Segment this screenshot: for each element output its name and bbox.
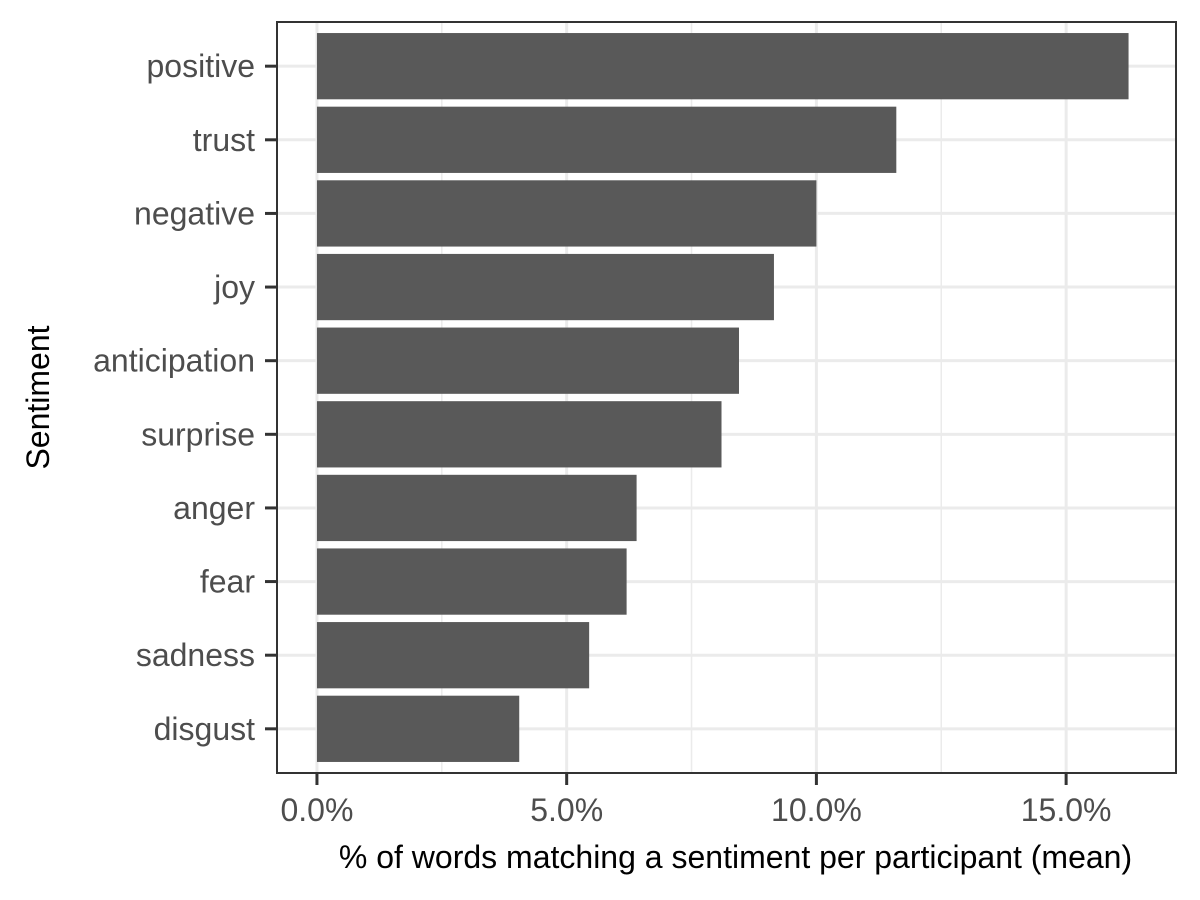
y-tick-label: anger xyxy=(173,490,255,526)
bar-fear xyxy=(316,548,627,615)
x-tick-label: 15.0% xyxy=(1021,792,1112,828)
panel-border xyxy=(276,21,1177,774)
y-axis-title: Sentiment xyxy=(20,325,56,469)
y-tick-label: fear xyxy=(200,564,255,600)
bar-anger xyxy=(316,474,637,542)
x-tick-label: 10.0% xyxy=(771,792,862,828)
x-tick-label: 5.0% xyxy=(530,792,603,828)
x-tick-label: 0.0% xyxy=(280,792,353,828)
x-axis-ticks: 0.0% 5.0% 10.0% 15.0% xyxy=(280,773,1111,828)
y-tick-label: joy xyxy=(213,269,255,305)
x-axis-title: % of words matching a sentiment per part… xyxy=(339,839,1132,875)
bar-anticipation xyxy=(316,327,739,394)
y-tick-label: trust xyxy=(193,122,255,158)
bar-surprise xyxy=(316,401,722,468)
bar-negative xyxy=(316,180,817,247)
bar-joy xyxy=(316,253,774,321)
y-tick-label: negative xyxy=(134,195,255,231)
y-tick-label: disgust xyxy=(154,711,256,747)
bar-positive xyxy=(316,33,1129,100)
y-tick-label: positive xyxy=(147,48,256,84)
y-axis-ticks: positive trust negative joy anticipation surp… xyxy=(93,48,277,747)
y-tick-label: sadness xyxy=(136,637,255,673)
bar-disgust xyxy=(316,695,520,762)
bar-sadness xyxy=(316,622,590,689)
y-tick-label: surprise xyxy=(141,416,255,452)
y-tick-label: anticipation xyxy=(93,343,255,379)
bars xyxy=(316,33,1129,762)
bar-trust xyxy=(316,106,897,173)
